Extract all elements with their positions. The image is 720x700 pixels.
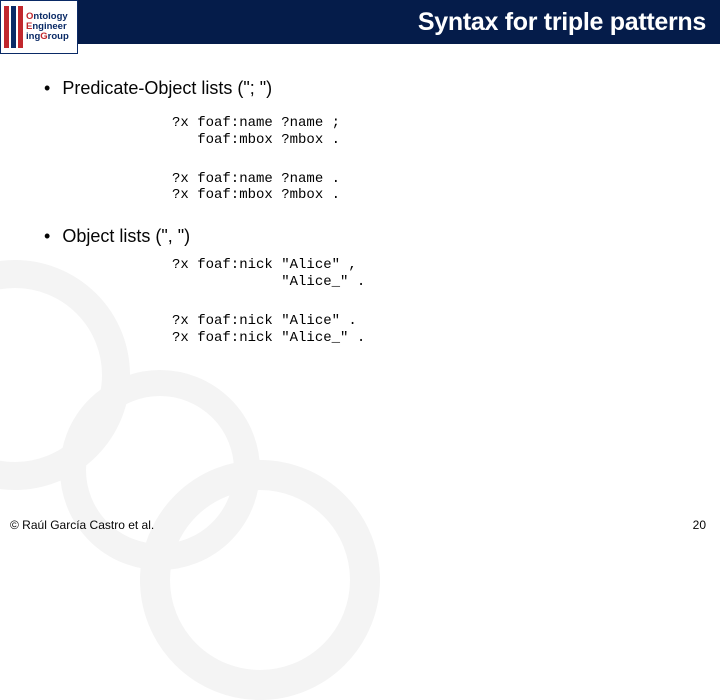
copyright-text: © Raúl García Castro et al. — [10, 518, 154, 532]
code-block: ?x foaf:nick "Alice" , "Alice_" . — [172, 257, 676, 291]
logo-bars-icon — [4, 6, 23, 48]
code-block: ?x foaf:nick "Alice" . ?x foaf:nick "Ali… — [172, 313, 676, 347]
bullet-item: • Object lists (", ") — [44, 226, 676, 247]
code-block: ?x foaf:name ?name ; foaf:mbox ?mbox . — [172, 115, 676, 149]
slide-footer: © Raúl García Castro et al. 20 — [10, 518, 706, 532]
page-number: 20 — [693, 518, 706, 532]
background-ring — [140, 460, 380, 700]
bullet-item: • Predicate-Object lists ("; ") — [44, 78, 676, 99]
slide-title: Syntax for triple patterns — [418, 8, 706, 37]
slide-content: • Predicate-Object lists ("; ") ?x foaf:n… — [0, 54, 720, 346]
logo-text: Ontology Engineer ingGroup — [26, 12, 69, 42]
bullet-text: Object lists (", ") — [62, 226, 190, 246]
bullet-icon: • — [44, 226, 50, 246]
slide-header: Ontology Engineer ingGroup Syntax for tr… — [0, 0, 720, 54]
title-bar: Syntax for triple patterns — [78, 0, 720, 44]
bullet-text: Predicate-Object lists ("; ") — [62, 78, 272, 98]
code-block: ?x foaf:name ?name . ?x foaf:mbox ?mbox … — [172, 171, 676, 205]
logo: Ontology Engineer ingGroup — [0, 0, 78, 54]
bullet-icon: • — [44, 78, 50, 98]
